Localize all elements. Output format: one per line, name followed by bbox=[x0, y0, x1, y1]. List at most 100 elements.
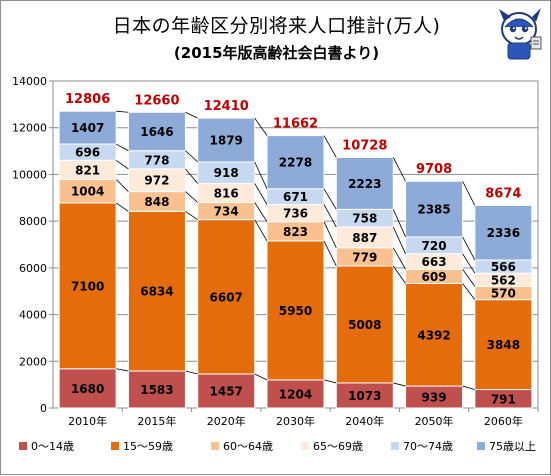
segment-label-4-4: 758 bbox=[352, 212, 377, 226]
series-connector-5-2 bbox=[462, 283, 476, 300]
segment-label-3-2: 823 bbox=[283, 225, 308, 239]
y-tick-label-4: 8000 bbox=[19, 215, 47, 228]
segment-label-6-5: 2336 bbox=[487, 226, 520, 240]
total-label-3: 11662 bbox=[273, 117, 318, 132]
segment-label-0-3: 821 bbox=[75, 163, 100, 177]
segment-label-5-5: 2385 bbox=[417, 203, 450, 217]
y-tick-label-1: 2000 bbox=[19, 355, 47, 368]
legend-swatch-3 bbox=[301, 442, 309, 450]
segment-label-2-1: 6607 bbox=[210, 290, 243, 304]
bar-segment-6-1 bbox=[474, 299, 533, 391]
bar-segment-5-1 bbox=[405, 282, 464, 387]
series-connector-0-3 bbox=[115, 179, 129, 192]
segment-label-2-2: 734 bbox=[214, 205, 239, 219]
segment-label-4-1: 5008 bbox=[348, 318, 381, 332]
bar-segment-3-0 bbox=[266, 379, 325, 409]
series-connector-4-1 bbox=[393, 382, 406, 387]
bar-segment-4-1 bbox=[335, 265, 394, 384]
series-connector-5-1 bbox=[462, 385, 475, 390]
series-connector-1-2 bbox=[185, 211, 198, 220]
segment-label-2-4: 918 bbox=[214, 166, 239, 180]
series-connector-5-5 bbox=[462, 236, 476, 261]
x-tick-label-3: 2030年 bbox=[276, 414, 315, 428]
segment-label-3-3: 736 bbox=[283, 207, 308, 221]
segment-label-4-5: 2223 bbox=[348, 177, 381, 191]
segment-label-2-3: 816 bbox=[214, 186, 239, 200]
series-connector-4-3 bbox=[392, 247, 406, 270]
series-connector-1-1 bbox=[185, 370, 198, 375]
segment-label-0-2: 1004 bbox=[71, 185, 104, 199]
segment-label-1-5: 1646 bbox=[140, 125, 173, 139]
y-tick-label-5: 10000 bbox=[12, 168, 47, 181]
legend-swatch-1 bbox=[111, 442, 119, 450]
segment-label-3-1: 5950 bbox=[279, 304, 312, 318]
total-label-0: 12806 bbox=[65, 92, 110, 107]
series-connector-0-6 bbox=[116, 110, 129, 113]
bar-segment-2-1 bbox=[197, 219, 256, 375]
series-connector-2-3 bbox=[254, 202, 268, 222]
series-connector-5-4 bbox=[462, 253, 476, 274]
segment-label-6-2: 570 bbox=[491, 286, 516, 300]
bar-segment-0-5 bbox=[58, 110, 117, 145]
series-connector-1-4 bbox=[185, 168, 199, 184]
segment-label-1-0: 1583 bbox=[140, 383, 173, 397]
series-connector-5-6 bbox=[462, 181, 476, 206]
series-connector-3-3 bbox=[323, 221, 337, 248]
series-connector-0-2 bbox=[115, 202, 129, 212]
series-connector-1-3 bbox=[185, 191, 198, 203]
total-label-2: 12410 bbox=[204, 99, 249, 114]
series-connector-2-1 bbox=[254, 373, 268, 381]
series-connector-1-6 bbox=[185, 111, 198, 119]
y-tick-label-3: 6000 bbox=[19, 262, 47, 275]
series-connector-3-5 bbox=[323, 188, 337, 210]
segment-label-0-0: 1680 bbox=[71, 382, 104, 396]
series-connector-2-2 bbox=[254, 219, 268, 242]
bar-segment-0-0 bbox=[58, 368, 117, 409]
segment-label-4-3: 887 bbox=[352, 231, 377, 245]
series-connector-2-5 bbox=[254, 161, 268, 189]
legend-swatch-4 bbox=[391, 442, 399, 450]
chart-title: 日本の年齢区分別将来人口推計(万人) bbox=[112, 15, 441, 37]
segment-label-6-0: 791 bbox=[491, 392, 516, 406]
total-label-5: 9708 bbox=[416, 162, 452, 177]
bar-segment-0-1 bbox=[58, 202, 117, 370]
chart-subtitle: (2015年版高齢社会白書より) bbox=[173, 44, 380, 62]
segment-label-5-0: 939 bbox=[422, 391, 447, 405]
legend-label-0: 0〜14歳 bbox=[31, 440, 74, 453]
segment-label-5-3: 663 bbox=[422, 255, 447, 269]
segment-label-5-4: 720 bbox=[422, 239, 447, 253]
total-label-4: 10728 bbox=[342, 138, 387, 153]
segment-label-3-0: 1204 bbox=[279, 387, 312, 401]
segment-label-4-2: 779 bbox=[352, 250, 377, 264]
series-connector-4-4 bbox=[392, 226, 406, 254]
series-connector-2-4 bbox=[254, 183, 268, 205]
legend-label-2: 60〜64歳 bbox=[223, 440, 273, 453]
series-connector-0-5 bbox=[115, 143, 129, 152]
mascot-icon bbox=[499, 8, 542, 60]
segment-label-0-1: 7100 bbox=[71, 279, 104, 293]
bar-segment-5-5 bbox=[405, 180, 464, 238]
legend-label-4: 70〜74歳 bbox=[403, 440, 453, 453]
segment-label-4-0: 1073 bbox=[348, 389, 381, 403]
segment-label-1-1: 6834 bbox=[140, 285, 173, 299]
bar-segment-3-1 bbox=[266, 240, 325, 381]
y-tick-label-7: 14000 bbox=[12, 75, 47, 88]
series-connector-3-6 bbox=[323, 135, 337, 158]
bar-segment-4-5 bbox=[335, 156, 394, 210]
bar-segment-1-5 bbox=[127, 111, 186, 152]
series-connector-4-5 bbox=[392, 209, 406, 238]
bar-segment-3-5 bbox=[266, 135, 325, 190]
segment-label-1-3: 972 bbox=[144, 174, 169, 188]
legend-label-1: 15〜59歳 bbox=[123, 440, 173, 453]
segment-label-5-2: 609 bbox=[422, 270, 447, 284]
bar-segment-1-1 bbox=[127, 210, 186, 372]
series-connector-5-3 bbox=[462, 269, 476, 287]
bar-segment-6-5 bbox=[474, 204, 533, 261]
segment-label-1-2: 848 bbox=[144, 195, 169, 209]
x-tick-label-0: 2010年 bbox=[68, 414, 107, 428]
x-tick-label-5: 2050年 bbox=[415, 414, 454, 428]
series-connector-0-4 bbox=[115, 159, 129, 170]
series-connector-0-1 bbox=[116, 368, 129, 372]
segment-label-1-4: 778 bbox=[144, 153, 169, 167]
total-label-6: 8674 bbox=[485, 186, 521, 201]
